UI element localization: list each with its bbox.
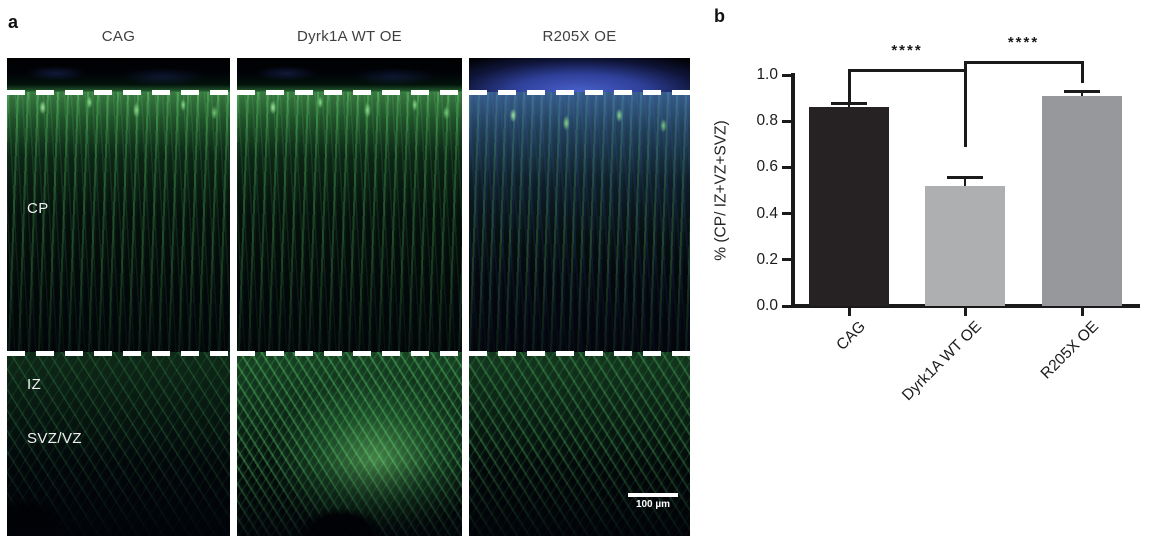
- region-label-iz: IZ: [27, 376, 42, 393]
- dashed-boundary-line-upper: [237, 90, 462, 95]
- column-title-cag: CAG: [101, 28, 136, 45]
- x-axis-line: [791, 304, 1140, 308]
- micrograph-iz-svz-region: [469, 352, 690, 536]
- region-label-svz-vz: SVZ/VZ: [27, 430, 82, 447]
- x-tick-mark: [1080, 308, 1084, 316]
- micrograph-cp-region: [469, 92, 690, 352]
- y-tick-label: 0.0: [756, 297, 778, 314]
- dashed-boundary-line-lower: [7, 351, 230, 356]
- error-bar-stem: [847, 102, 851, 110]
- sig-bracket-center-vertical: [963, 61, 967, 147]
- y-tick-label: 0.8: [756, 112, 778, 130]
- micrograph-cp-region: [7, 92, 230, 352]
- column-title-r205x-oe: R205X OE: [542, 28, 617, 45]
- sig-bracket-right-horizontal: [965, 61, 1082, 64]
- x-tick-mark: [847, 308, 851, 316]
- y-tick-mark: [782, 258, 791, 262]
- chart-plot-area: 0.0 0.2 0.4 0.6 0.8 1.0 CAG Dyrk1A WT OE R205X O…: [700, 0, 1156, 545]
- bar-cag: [809, 107, 889, 306]
- bar-dyrk1a-wt-oe: [925, 185, 1005, 306]
- micrograph-cag: CP IZ SVZ/VZ: [7, 58, 230, 536]
- micrograph-top-band: [469, 58, 690, 92]
- y-tick-label: 0.6: [756, 158, 778, 176]
- micrograph-r205x-oe: 100 µm: [469, 58, 690, 536]
- error-bar-cap: [831, 101, 867, 105]
- sig-bracket-right-vertical: [1080, 61, 1084, 83]
- panel-a-label: a: [8, 12, 19, 32]
- y-tick-label: 1.0: [756, 66, 778, 83]
- micrograph-iz-svz-region: [7, 352, 230, 536]
- y-tick-mark: [782, 212, 791, 216]
- panel-a-micrographs: a CAG Dyrk1A WT OE R205X OE CP IZ SVZ/VZ…: [7, 12, 690, 536]
- x-tick-mark: [963, 308, 967, 316]
- error-bar-cap: [1064, 90, 1100, 94]
- panel-b-label: b: [714, 6, 725, 26]
- error-bar-cap: [947, 175, 983, 179]
- dashed-boundary-line-upper: [469, 90, 690, 95]
- dashed-boundary-line-lower: [237, 351, 462, 356]
- error-bar-stem: [1080, 91, 1084, 98]
- panel-b-bar-chart: b % (CP/ IZ+VZ+SVZ) 0.0 0.2 0.4 0.6 0.8 1.0 CA…: [700, 0, 1156, 545]
- scale-bar-line: [628, 493, 678, 497]
- x-tick-label: R205X OE: [1037, 318, 1103, 383]
- micrograph-dyrk1a-wt-oe: [237, 58, 462, 536]
- x-tick-label: Dyrk1A WT OE: [898, 318, 986, 405]
- micrograph-iz-svz-region: [237, 352, 462, 536]
- sig-bracket-left-vertical: [847, 69, 851, 103]
- y-tick-mark: [782, 304, 791, 308]
- scale-bar: 100 µm: [628, 493, 678, 510]
- micrograph-top-band: [7, 58, 230, 92]
- y-tick-mark: [782, 165, 791, 169]
- y-tick-mark: [782, 73, 791, 77]
- micrograph-top-band: [237, 58, 462, 92]
- region-label-cp: CP: [27, 200, 49, 217]
- scale-bar-label: 100 µm: [635, 499, 671, 510]
- y-tick-mark: [782, 119, 791, 123]
- y-tick-label: 0.2: [756, 250, 778, 268]
- sig-bracket-left-horizontal: [849, 69, 965, 72]
- bar-r205x-oe: [1042, 95, 1122, 306]
- dashed-boundary-line-upper: [7, 90, 230, 95]
- dashed-boundary-line-lower: [469, 351, 690, 356]
- significance-stars: ****: [1007, 34, 1040, 51]
- x-tick-label: CAG: [833, 318, 870, 354]
- error-bar-stem: [963, 176, 967, 188]
- y-axis-line: [791, 73, 795, 308]
- y-tick-label: 0.4: [756, 204, 778, 222]
- micrograph-cp-region: [237, 92, 462, 352]
- significance-stars: ****: [891, 42, 923, 59]
- column-title-dyrk1a-wt-oe: Dyrk1A WT OE: [296, 28, 402, 45]
